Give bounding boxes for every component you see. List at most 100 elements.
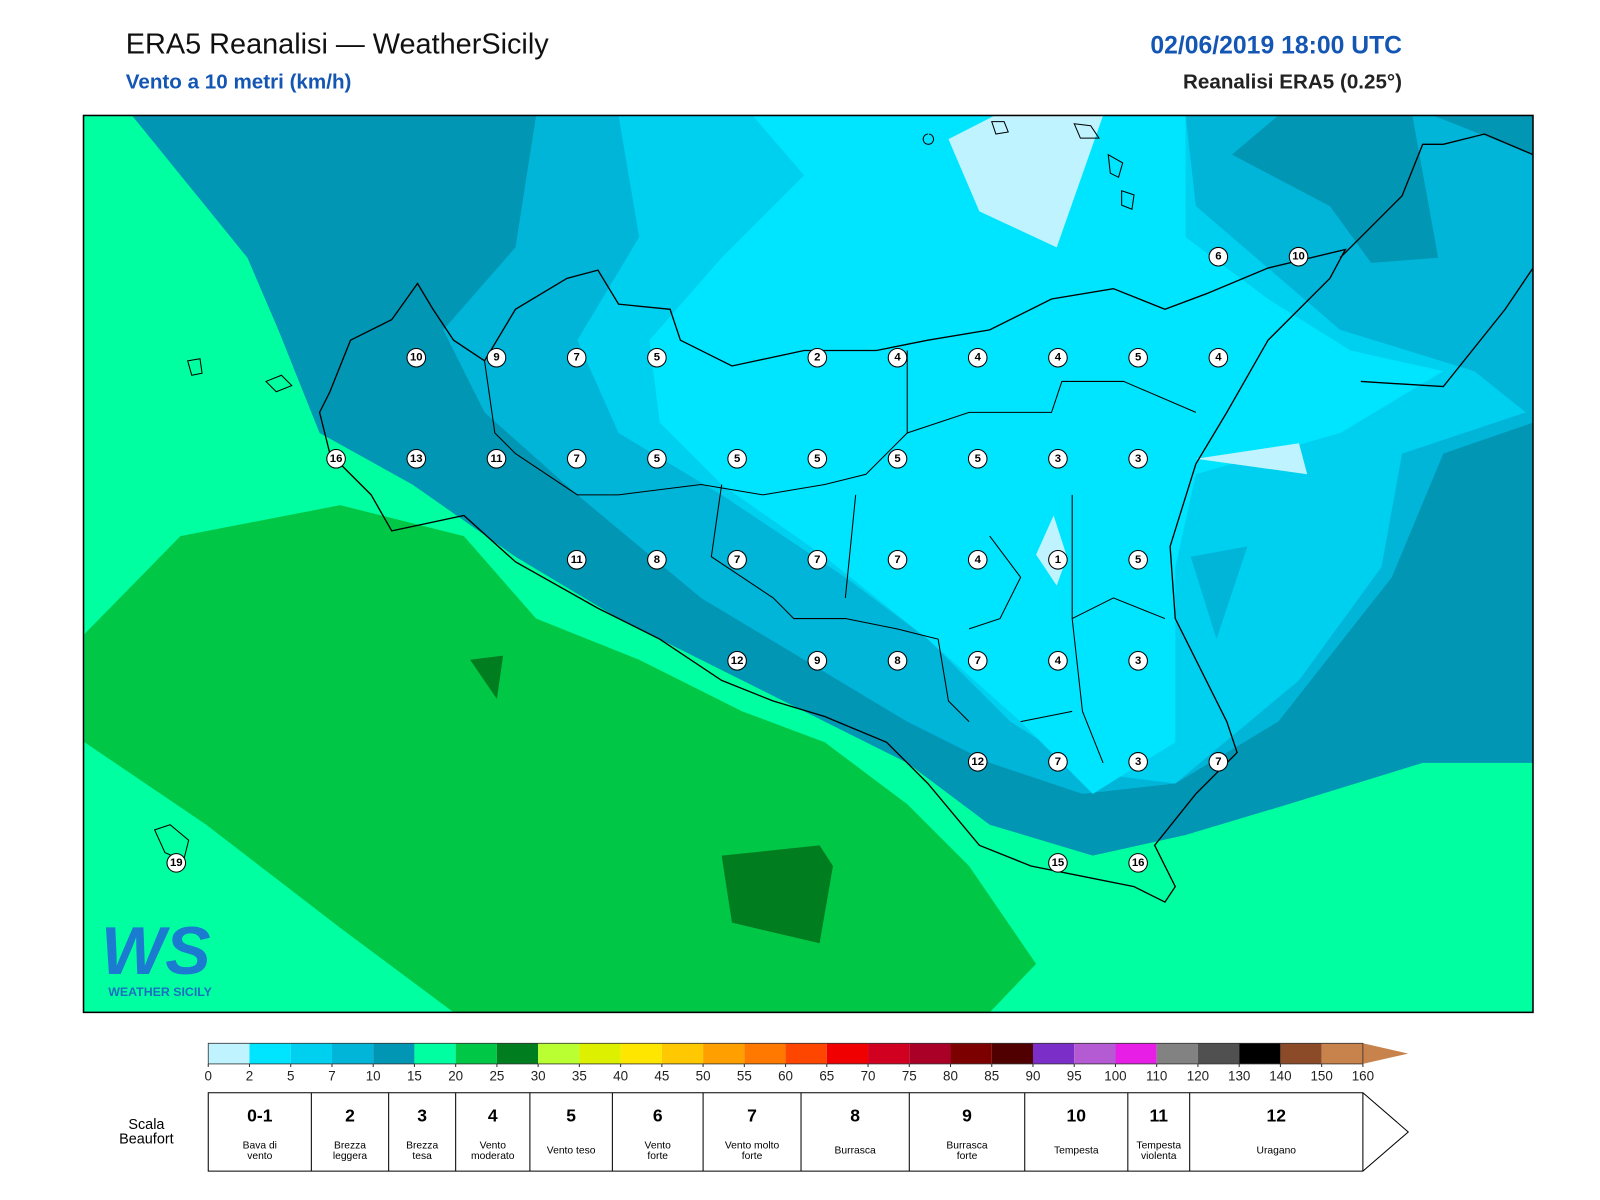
colorbar-swatch xyxy=(950,1043,992,1064)
beaufort-label: Burrasca xyxy=(946,1140,987,1151)
station: 5 xyxy=(647,347,667,368)
station-dot xyxy=(1128,448,1148,469)
field-0-2 xyxy=(948,115,1104,248)
station-dot xyxy=(1128,752,1148,772)
colorbar-swatch xyxy=(785,1043,827,1064)
beaufort-label: Brezza xyxy=(334,1140,366,1151)
station-dot xyxy=(967,549,988,570)
station-dot xyxy=(887,651,908,671)
beaufort-label: leggera xyxy=(333,1151,368,1162)
colorbar-swatch xyxy=(1115,1043,1157,1064)
beaufort-force: 11 xyxy=(1149,1106,1168,1126)
station: 8 xyxy=(647,549,667,570)
station: 9 xyxy=(807,651,828,671)
beaufort-label: Tempesta xyxy=(1054,1146,1099,1157)
colorbar-arrow xyxy=(1362,1043,1409,1064)
station-dot xyxy=(326,448,346,469)
map-frame xyxy=(82,114,1534,1014)
beaufort-force: 9 xyxy=(962,1106,972,1126)
station-dot xyxy=(887,549,908,570)
station-value: 12 xyxy=(731,655,744,667)
station-value: 9 xyxy=(814,655,820,667)
colorbar-tick-label: 120 xyxy=(1187,1068,1209,1083)
colorbar-swatch xyxy=(579,1043,621,1064)
colorbar-tick-label: 160 xyxy=(1352,1068,1374,1083)
colorbar-tick-label: 50 xyxy=(696,1068,711,1083)
field-0-2 xyxy=(1195,443,1308,475)
colorbar-swatch xyxy=(414,1043,456,1064)
station-value: 8 xyxy=(894,655,900,667)
colorbar-tick-label: 30 xyxy=(531,1068,546,1083)
colorbar-swatch xyxy=(1239,1043,1281,1064)
station: 9 xyxy=(486,347,507,368)
colorbar-swatch xyxy=(1074,1043,1116,1064)
station: 5 xyxy=(727,448,747,469)
beaufort-label: forte xyxy=(742,1151,763,1162)
beaufort-label: forte xyxy=(957,1151,978,1162)
beaufort-force: 8 xyxy=(850,1106,860,1126)
station: 11 xyxy=(486,448,507,469)
beaufort-force: 0-1 xyxy=(247,1106,273,1126)
colorbar-tick-label: 110 xyxy=(1146,1068,1167,1083)
station-dot xyxy=(1048,448,1068,469)
station: 4 xyxy=(967,347,988,368)
colorbar-tick-label: 150 xyxy=(1310,1068,1332,1083)
colorbar-tick-label: 7 xyxy=(328,1068,335,1083)
station: 12 xyxy=(727,651,747,671)
subtitle: Vento a 10 metri (km/h) xyxy=(126,71,352,94)
colorbar-swatch xyxy=(1156,1043,1198,1064)
colorbar-swatch xyxy=(991,1043,1033,1064)
station-dot xyxy=(1048,651,1068,671)
colorbar-tick-label: 55 xyxy=(737,1068,752,1083)
title: ERA5 Reanalisi — WeatherSicily xyxy=(126,29,549,61)
station: 19 xyxy=(166,853,187,873)
station: 4 xyxy=(1208,347,1229,368)
beaufort-label: forte xyxy=(647,1151,668,1162)
station-value: 8 xyxy=(654,554,660,566)
station: 7 xyxy=(1208,752,1229,772)
field-25-30 xyxy=(721,845,833,944)
beaufort-label: moderato xyxy=(471,1151,515,1162)
source: Reanalisi ERA5 (0.25°) xyxy=(1183,71,1402,94)
station: 8 xyxy=(887,651,908,671)
colorbar-swatch xyxy=(661,1043,704,1064)
colorbar-tick-label: 65 xyxy=(819,1068,834,1083)
beaufort-label: vento xyxy=(247,1151,272,1162)
field-2-5 xyxy=(649,115,1444,794)
colorbar-tick-label: 40 xyxy=(613,1068,628,1083)
colorbar-swatch xyxy=(1321,1043,1363,1064)
station-dot xyxy=(166,853,187,873)
province-borders xyxy=(484,350,1197,764)
colorbar-tick-label: 60 xyxy=(778,1068,793,1083)
station-value: 3 xyxy=(1135,655,1141,667)
station-dot xyxy=(887,347,908,368)
datetime: 02/06/2019 18:00 UTC xyxy=(1150,33,1402,60)
station-value: 1 xyxy=(1055,554,1061,566)
station: 16 xyxy=(1128,853,1148,873)
beaufort-title: Beaufort xyxy=(119,1131,174,1147)
field-10-15 xyxy=(1231,115,1439,263)
station-dot xyxy=(967,651,988,671)
colorbar-swatch xyxy=(909,1043,951,1064)
colorbar-tick-label: 90 xyxy=(1026,1068,1041,1083)
station: 4 xyxy=(967,549,988,570)
station-value: 3 xyxy=(1135,756,1141,768)
station-dot xyxy=(647,347,667,368)
beaufort-force: 2 xyxy=(345,1106,355,1126)
station-value: 4 xyxy=(1055,655,1062,667)
station: 2 xyxy=(807,347,828,368)
field-25-30 xyxy=(470,655,504,699)
station-dot xyxy=(1128,347,1148,368)
station-dot xyxy=(1048,549,1068,570)
station: 5 xyxy=(647,448,667,469)
colorbar-swatch xyxy=(744,1043,786,1064)
station-value: 12 xyxy=(971,756,984,768)
station: 7 xyxy=(566,448,587,469)
station-value: 7 xyxy=(975,655,981,667)
station-value: 10 xyxy=(1292,251,1305,263)
